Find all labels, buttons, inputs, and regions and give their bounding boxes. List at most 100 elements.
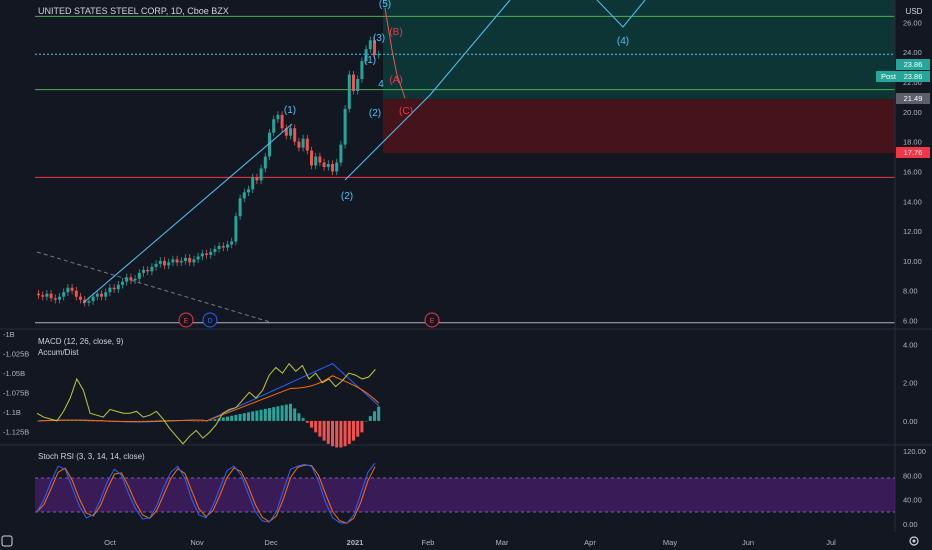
macd-histogram-bar — [142, 420, 145, 422]
candle-body — [121, 281, 124, 285]
candle-body — [41, 295, 45, 297]
macd-histogram-bar — [335, 420, 339, 448]
macd-histogram-bar — [272, 407, 276, 421]
candle-body — [331, 164, 334, 172]
candle-body — [49, 293, 53, 299]
time-tick: May — [663, 538, 677, 547]
macd-histogram-bar — [137, 420, 141, 422]
candle-body — [284, 128, 288, 136]
macd-histogram-bar — [364, 420, 368, 422]
macd-histogram-bar — [297, 413, 301, 421]
wave-label-3[interactable]: (3) — [373, 33, 385, 44]
candle-body — [293, 128, 297, 142]
candle-body — [221, 246, 225, 248]
svg-text:D: D — [207, 318, 212, 325]
candle-body — [167, 262, 171, 266]
svg-text:E: E — [430, 318, 435, 325]
candle-body — [100, 293, 103, 297]
wave-label-a[interactable]: (A) — [389, 75, 402, 86]
macd-histogram-bar — [234, 414, 238, 421]
candle-body — [158, 260, 162, 264]
wave-label-5[interactable]: (5) — [379, 0, 391, 10]
candle-body — [184, 257, 187, 261]
rsi-axis: 120.00 80.00 40.00 0.00 — [903, 447, 926, 529]
rsi-tick: 40.00 — [903, 496, 922, 505]
macd-histogram-bar — [305, 420, 309, 423]
candle-body — [339, 144, 343, 163]
wave-label-1[interactable]: (1) — [284, 105, 296, 116]
candle-body — [247, 189, 250, 193]
candle-body — [314, 156, 318, 166]
accum-tick: -1.025B — [3, 350, 29, 359]
price-axis-area[interactable] — [895, 0, 932, 550]
macd-histogram-bar — [150, 420, 154, 421]
last-price-tag — [896, 59, 930, 70]
rsi-label[interactable]: Stoch RSI (3, 3, 14, 14, close) — [38, 452, 145, 461]
wave-lines — [36, 0, 646, 323]
macd-histogram-bar — [251, 411, 255, 421]
macd-histogram-bar — [37, 420, 40, 422]
candle-body — [209, 251, 213, 255]
candle-body — [205, 253, 208, 255]
event-marker-d[interactable]: D — [202, 312, 218, 328]
time-tick: Jul — [826, 538, 836, 547]
macd-histogram-bar — [133, 420, 137, 422]
event-marker-e2[interactable]: E — [424, 312, 440, 328]
accum-label[interactable]: Accum/Dist — [38, 348, 79, 357]
post-price-value: 23.86 — [904, 72, 923, 81]
macd-histogram-bar — [167, 419, 171, 421]
rsi-tick: 0.00 — [903, 520, 918, 529]
event-marker-e1[interactable]: E — [178, 312, 194, 328]
accum-tick: -1B — [3, 330, 15, 339]
candle-body — [234, 216, 238, 242]
macd-histogram-bar — [213, 419, 217, 421]
stop-price-value: 17.76 — [904, 148, 923, 157]
candle-body — [343, 108, 347, 145]
wave-label-b[interactable]: (B) — [389, 27, 402, 38]
candle-body — [259, 168, 263, 181]
macd-label[interactable]: MACD (12, 26, close, 9) — [38, 337, 124, 346]
macd-histogram-bar — [331, 420, 334, 447]
gear-icon[interactable] — [909, 536, 919, 546]
candle-body — [150, 266, 154, 272]
candle-body — [335, 162, 339, 172]
wave-label-c[interactable]: (C) — [399, 106, 413, 117]
candle-body — [268, 132, 271, 157]
profit-zone — [383, 0, 895, 99]
macd-histogram-bar — [242, 413, 246, 421]
macd-histogram-bar — [200, 420, 204, 422]
candle-body — [276, 114, 280, 120]
time-tick: Nov — [190, 538, 204, 547]
macd-axis: 4.00 2.00 0.00 — [903, 341, 918, 426]
candle-body — [45, 293, 49, 297]
time-tick: Jun — [742, 538, 754, 547]
price-tick: 22.00 — [903, 78, 922, 87]
wave-line-2 — [344, 0, 511, 181]
candle-body — [74, 290, 78, 297]
symbol-title[interactable]: UNITED STATES STEEL CORP, 1D, Cboe BZX — [38, 6, 229, 16]
price-tick: 26.00 — [903, 18, 922, 27]
wave-label-2[interactable]: (2) — [341, 191, 353, 202]
macd-histogram-bar — [247, 412, 250, 421]
macd-histogram-bar — [87, 420, 91, 422]
time-tick: 2021 — [347, 538, 364, 547]
subwave-label-2[interactable]: (2) — [369, 108, 381, 119]
macd-histogram-bar — [373, 411, 376, 421]
macd-histogram-bar — [268, 408, 271, 421]
candle-body — [301, 138, 305, 148]
time-axis[interactable]: Oct Nov Dec 2021 Feb Mar Apr May Jun Jul — [104, 538, 836, 547]
subwave-label-1[interactable]: (1) — [364, 55, 376, 66]
rsi-tick: 120.00 — [903, 447, 926, 456]
macd-histogram-bar — [347, 420, 351, 444]
macd-histogram-bar — [289, 403, 292, 421]
candle-body — [377, 54, 381, 56]
wave-label-4[interactable]: (4) — [617, 36, 629, 47]
last-price-value: 23.86 — [904, 60, 923, 69]
time-tick: Dec — [264, 538, 278, 547]
candle-body — [373, 40, 376, 56]
tradingview-logo-icon[interactable] — [1, 535, 13, 547]
currency-label[interactable]: USD — [906, 7, 923, 16]
candle-body — [213, 248, 217, 252]
subwave-label-4[interactable]: 4 — [378, 79, 384, 90]
